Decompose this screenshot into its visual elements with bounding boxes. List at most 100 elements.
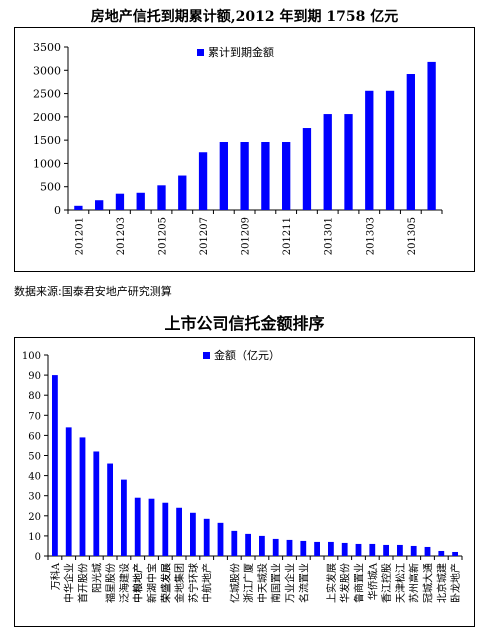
chart2-bar (65, 427, 72, 556)
chart1-y-tick-label: 2500 (33, 88, 61, 101)
chart2-y-tick-label: 80 (28, 391, 41, 402)
chart2-bar (272, 538, 279, 556)
chart2-bar (424, 546, 431, 556)
chart2-x-tick-label: 苏州高新 (408, 563, 421, 603)
chart1-y-tick-label: 3000 (33, 64, 61, 77)
chart1-bar (406, 74, 415, 210)
chart2-x-tick-label: 万科A (49, 562, 62, 590)
data-source-note: 数据来源:国泰君安地产研究测算 (14, 285, 172, 298)
chart1-x-tick-label: 201209 (241, 217, 252, 255)
chart1-x-tick-label: 201207 (199, 217, 210, 255)
chart1-x-tick-label: 201301 (324, 217, 335, 255)
chart2-x-tick-label: 冠城大通 (422, 563, 435, 603)
chart2-y-tick-label: 20 (28, 512, 41, 523)
chart2-x-tick-label: 华发股份 (339, 563, 352, 603)
chart2-bar (93, 451, 100, 556)
chart2-bar (148, 498, 155, 556)
chart1-bar (240, 142, 249, 210)
chart1-y-tick-label: 1500 (33, 134, 61, 147)
chart1-bar (74, 205, 83, 210)
chart1-bar (261, 142, 270, 210)
chart1-bar (95, 200, 104, 210)
chart1-bar (385, 90, 395, 210)
chart2-bar (217, 522, 224, 556)
chart2-x-tick-label: 苏宁环球 (187, 563, 200, 603)
chart2-x-tick-label: 名流置业 (297, 563, 310, 603)
chart2-x-tick-label: 金地集团 (173, 563, 186, 603)
chart1-x-tick-label: 201211 (282, 217, 293, 255)
chart2-x-tick-label: 中华企业 (63, 563, 76, 603)
chart2-bar (314, 541, 320, 556)
chart2-x-tick-label: 福星股份 (104, 563, 117, 603)
chart1-y-tick-label: 500 (40, 181, 61, 194)
chart2-x-tick-label: 荣盛发展 (159, 563, 172, 603)
chart1-x-tick-label: 201203 (116, 217, 127, 255)
chart2-y-tick-label: 40 (28, 472, 41, 483)
chart2-bar (355, 543, 362, 556)
chart2-x-tick-label: 中粮地产 (132, 563, 145, 603)
chart1-bar (198, 152, 208, 210)
chart2-bar (286, 539, 293, 556)
chart2-y-tick-label: 100 (22, 351, 41, 362)
chart2-bar (245, 533, 251, 556)
chart1-y-tick-label: 0 (54, 204, 61, 217)
chart2-bar (52, 375, 58, 556)
chart2-x-tick-label: 卧龙地产 (449, 563, 462, 603)
chart2-x-tick-label: 南国置业 (270, 563, 283, 603)
chart2-bar (438, 550, 445, 556)
chart2-bar (410, 545, 417, 556)
chart2-x-tick-label: 泛海建设 (118, 563, 131, 603)
chart2-bar (79, 437, 86, 556)
chart2-y-tick-label: 50 (28, 452, 41, 463)
chart1-frame (14, 27, 475, 272)
chart1-bar (115, 193, 125, 210)
chart2-x-tick-label: 万业企业 (284, 563, 297, 603)
chart2-title: 上市公司信托金额排序 (164, 314, 325, 333)
chart2-bar (231, 530, 238, 556)
chart1-bar (136, 192, 145, 210)
chart2-x-tick-label: 浙江广厦 (243, 563, 255, 603)
chart1-bar (302, 128, 312, 210)
chart2-bar (162, 502, 169, 556)
chart1-x-tick-label: 201205 (158, 217, 169, 255)
chart2-x-tick-label: 阳光城 (90, 563, 103, 593)
chart2-x-tick-label: 北京城建 (435, 563, 448, 603)
chart2-y-tick-label: 90 (28, 371, 41, 382)
chart1-bar (282, 142, 291, 210)
chart2-y-tick-label: 70 (28, 411, 41, 422)
chart2-x-tick-label: 中粮地产 (132, 563, 145, 603)
chart1-y-tick-label: 2000 (33, 111, 61, 124)
chart2-x-tick-label: 中天城投 (256, 563, 269, 603)
chart2-bar (121, 479, 127, 556)
chart2-bar (176, 507, 182, 556)
chart1-bar (219, 142, 228, 210)
chart1-x-tick-label: 201303 (365, 217, 376, 255)
chart2-bar (203, 518, 210, 556)
chart2-bar (190, 512, 196, 556)
chart1-bar (344, 114, 353, 210)
chart2-x-tick-label: 华侨城A (366, 562, 379, 600)
chart1-y-tick-label: 3500 (33, 41, 61, 54)
chart2-x-tick-label: 鲁商置业 (353, 563, 366, 603)
chart2-x-tick-label: 中航地产 (201, 563, 214, 603)
chart2-x-tick-label: 上实发展 (325, 563, 338, 603)
chart2-x-tick-label: 亿城股份 (228, 563, 241, 603)
chart1-x-tick-label: 201201 (74, 217, 85, 255)
chart1-bar (427, 61, 436, 210)
chart2-bar (134, 497, 141, 556)
chart2-legend-swatch (203, 352, 210, 359)
chart2-bar (300, 540, 307, 556)
chart2-bar (383, 544, 389, 556)
chart1-legend-label: 累计到期金额 (208, 45, 274, 59)
chart2-y-tick-label: 30 (28, 492, 41, 503)
chart2-bar (397, 544, 403, 556)
chart1-y-tick-label: 1000 (33, 157, 61, 170)
chart2-bar (259, 535, 265, 556)
chart2-y-tick-label: 0 (35, 552, 41, 563)
chart2-bar (328, 541, 334, 556)
chart2-x-tick-label: 新湖中宝 (146, 563, 159, 603)
chart2-y-tick-label: 60 (28, 431, 41, 442)
chart2-bar (452, 551, 458, 556)
chart2-bar (107, 463, 113, 556)
